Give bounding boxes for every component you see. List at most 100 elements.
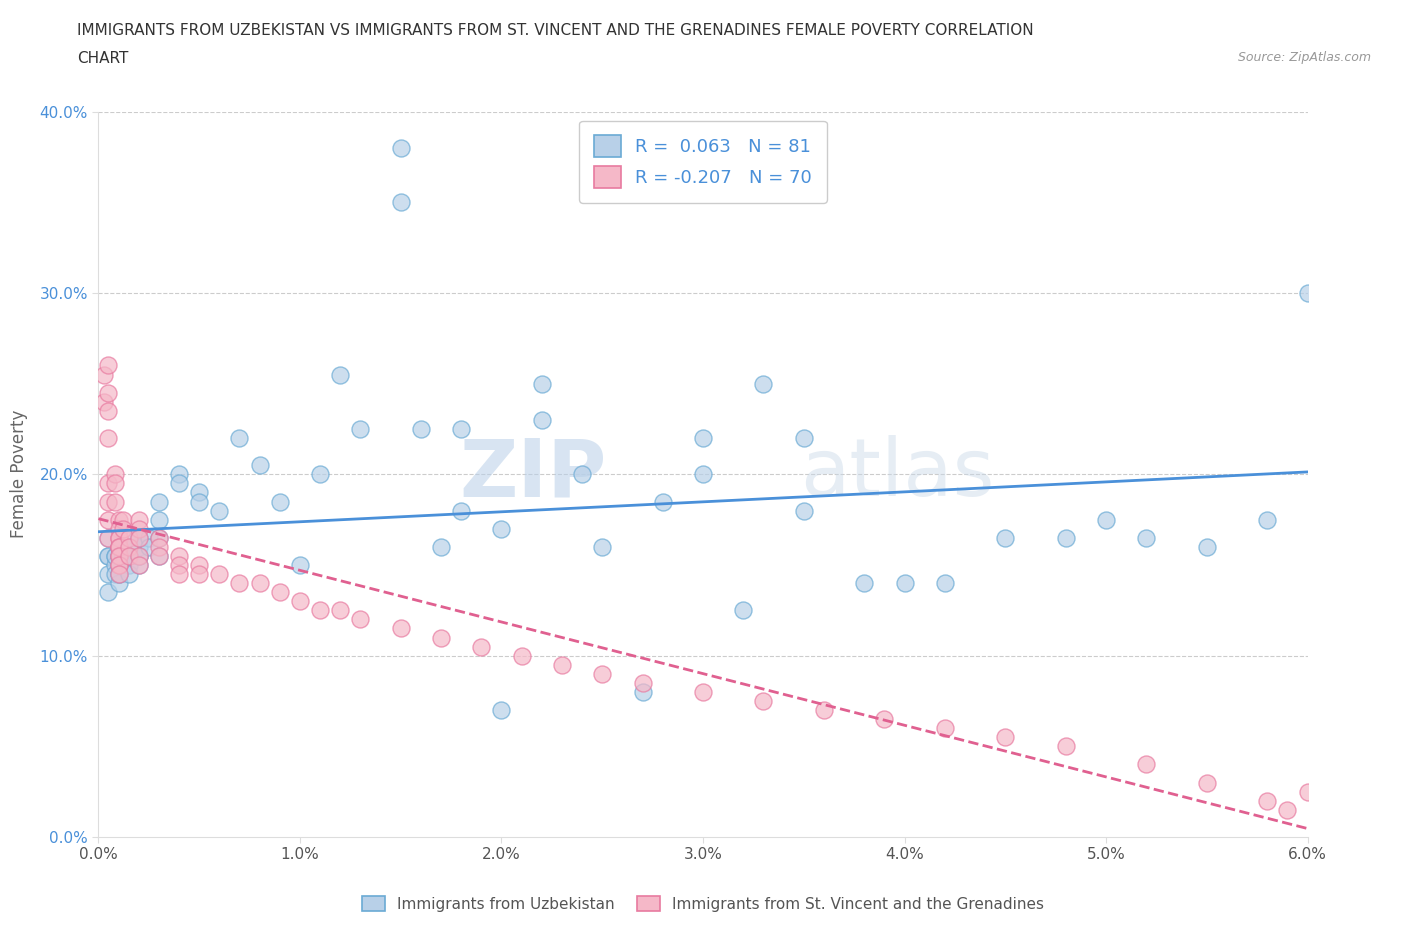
Point (793, 431, 815, 445)
Point (349, 612, 371, 627)
Point (148, 494, 170, 509)
Point (103, 566, 125, 581)
Point (1095, 512, 1118, 527)
Point (853, 576, 876, 591)
Point (148, 530, 170, 545)
Point (249, 458, 271, 472)
Point (329, 603, 352, 618)
Point (167, 467, 190, 482)
Point (118, 549, 141, 564)
Point (111, 512, 134, 527)
Point (128, 558, 150, 573)
Point (631, 675, 654, 690)
Point (107, 539, 129, 554)
Point (873, 711, 896, 726)
Point (107, 549, 129, 564)
Point (430, 539, 453, 554)
Point (118, 539, 141, 554)
Point (752, 377, 775, 392)
Point (128, 549, 150, 564)
Point (167, 558, 190, 573)
Point (167, 566, 190, 581)
Point (288, 594, 311, 609)
Point (97, 494, 120, 509)
Point (1054, 738, 1077, 753)
Point (128, 530, 150, 545)
Point (631, 684, 654, 699)
Point (148, 539, 170, 554)
Point (107, 566, 129, 581)
Point (148, 549, 170, 564)
Point (1256, 793, 1278, 808)
Point (107, 558, 129, 573)
Point (118, 549, 141, 564)
Point (128, 521, 150, 536)
Point (491, 703, 513, 718)
Point (103, 558, 125, 573)
Point (309, 467, 332, 482)
Point (208, 566, 231, 581)
Point (107, 512, 129, 527)
Point (752, 694, 775, 709)
Point (269, 494, 291, 509)
Point (329, 367, 352, 382)
Point (118, 549, 141, 564)
Point (118, 566, 141, 581)
Point (107, 530, 129, 545)
Point (93, 367, 115, 382)
Text: CHART: CHART (77, 51, 129, 66)
Point (118, 539, 141, 554)
Point (148, 530, 170, 545)
Point (389, 140, 412, 155)
Point (994, 530, 1017, 545)
Point (103, 549, 125, 564)
Point (103, 476, 125, 491)
Point (994, 730, 1017, 745)
Point (107, 530, 129, 545)
Point (208, 503, 231, 518)
Point (107, 566, 129, 581)
Point (103, 494, 125, 509)
Point (97, 404, 120, 418)
Point (249, 576, 271, 591)
Point (692, 684, 714, 699)
Point (103, 549, 125, 564)
Point (389, 621, 412, 636)
Point (733, 603, 755, 618)
Point (107, 558, 129, 573)
Point (97, 530, 120, 545)
Point (97, 476, 120, 491)
Point (450, 421, 472, 436)
Point (450, 503, 472, 518)
Point (934, 721, 956, 736)
Point (107, 549, 129, 564)
Point (167, 549, 190, 564)
Point (97, 549, 120, 564)
Point (813, 703, 835, 718)
Text: atlas: atlas (800, 435, 994, 513)
Point (107, 558, 129, 573)
Point (228, 576, 250, 591)
Point (148, 549, 170, 564)
Point (107, 539, 129, 554)
Point (111, 521, 134, 536)
Point (591, 667, 613, 682)
Point (530, 413, 553, 428)
Point (167, 476, 190, 491)
Point (188, 558, 211, 573)
Point (97, 549, 120, 564)
Point (128, 530, 150, 545)
Point (107, 539, 129, 554)
Point (128, 539, 150, 554)
Point (188, 494, 211, 509)
Point (1054, 530, 1077, 545)
Point (1296, 286, 1319, 300)
Point (107, 521, 129, 536)
Point (1256, 512, 1278, 527)
Legend: Immigrants from Uzbekistan, Immigrants from St. Vincent and the Grenadines: Immigrants from Uzbekistan, Immigrants f… (356, 889, 1050, 918)
Point (107, 539, 129, 554)
Point (97, 431, 120, 445)
Text: Source: ZipAtlas.com: Source: ZipAtlas.com (1237, 51, 1371, 64)
Point (188, 485, 211, 500)
Point (1277, 803, 1299, 817)
